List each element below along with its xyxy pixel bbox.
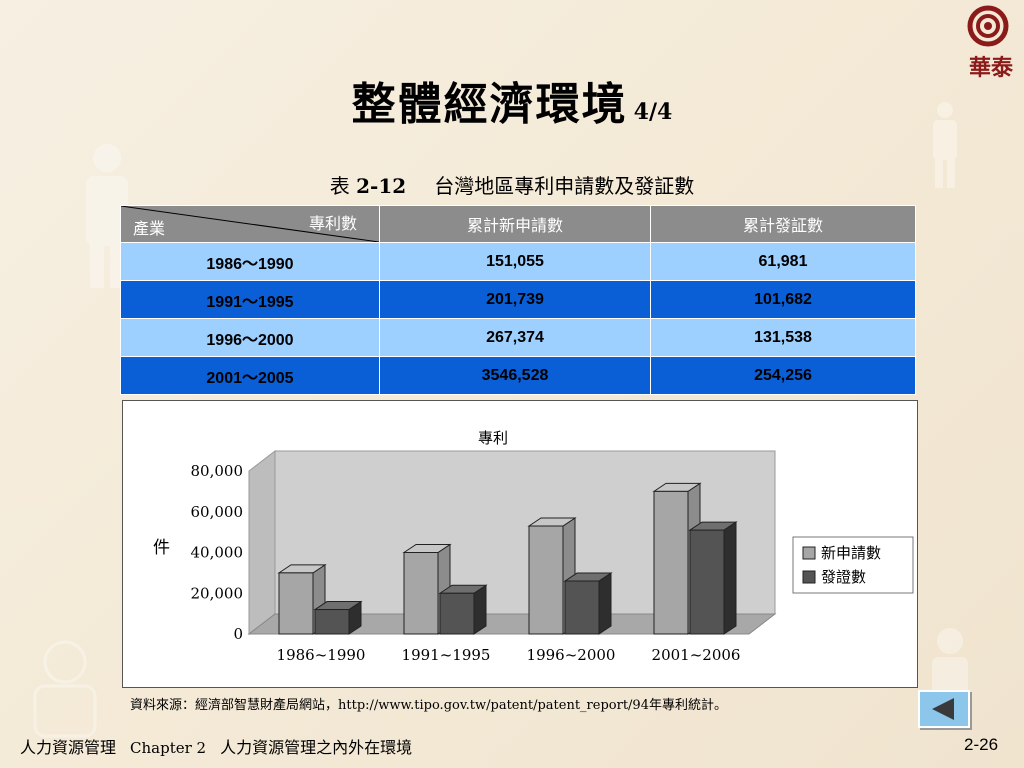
decorative-person-figure-right xyxy=(933,102,957,188)
y-tick-label: 60,000 xyxy=(191,503,244,521)
legend-label: 發證數 xyxy=(821,568,866,586)
legend-label: 新申請數 xyxy=(821,544,881,562)
patent-table: 專利數 產業 累計新申請數 累計發証數 1986～1990 151,055 61… xyxy=(120,205,916,395)
logo-text: 華泰 xyxy=(968,56,1013,81)
chart-side-wall xyxy=(248,449,276,636)
footer-topic: 人力資源管理之內外在環境 xyxy=(220,738,413,757)
row-period: 1991～1995 xyxy=(120,280,380,319)
patent-chart-frame: 0 20,000 40,000 60,000 80,000 1986~1990 1991~1… xyxy=(122,400,918,688)
row-granted: 254,256 xyxy=(650,356,916,395)
row-applications: 201,739 xyxy=(379,280,651,319)
footer: 人力資源管理 Chapter 2 人力資源管理之內外在環境 xyxy=(20,734,412,758)
row-applications: 267,374 xyxy=(379,318,651,357)
table-row: 2001～2005 3546,528 254,256 xyxy=(120,356,916,395)
bar-granted xyxy=(438,584,488,635)
row-applications: 151,055 xyxy=(379,242,651,281)
slide-title-text: 整體經濟環境 xyxy=(351,79,628,130)
table-row: 1986～1990 151,055 61,981 xyxy=(120,242,916,281)
row-period: 2001～2005 xyxy=(120,356,380,395)
legend-swatch xyxy=(802,570,816,584)
triangle-left-icon xyxy=(932,698,954,720)
bar-granted xyxy=(313,600,363,635)
table-caption-prefix: 表 xyxy=(329,174,357,198)
ring-logo-icon xyxy=(967,5,1009,47)
table-caption: 表 2-12 台灣地區專利申請數及發証數 xyxy=(0,170,1024,199)
corner-header-bottom: 產業 xyxy=(133,221,166,238)
chart-legend xyxy=(792,536,914,594)
table-caption-text: 台灣地區專利申請數及發証數 xyxy=(434,174,695,198)
slide-title: 整體經濟環境 4/4 xyxy=(0,68,1024,132)
table-corner-header: 專利數 產業 xyxy=(120,205,380,243)
row-period: 1986～1990 xyxy=(120,242,380,281)
row-granted: 61,981 xyxy=(650,242,916,281)
x-tick-label: 1996~2000 xyxy=(527,646,616,664)
table-row: 1996～2000 267,374 131,538 xyxy=(120,318,916,357)
x-tick-label: 2001~2006 xyxy=(652,646,741,664)
slide-title-page: 4/4 xyxy=(633,99,673,125)
table-header-row: 專利數 產業 累計新申請數 累計發証數 xyxy=(120,205,916,243)
x-tick-label: 1986~1990 xyxy=(277,646,366,664)
y-tick-label: 40,000 xyxy=(191,544,244,562)
row-period: 1996～2000 xyxy=(120,318,380,357)
source-note: 資料來源：經濟部智慧財產局網站，http://www.tipo.gov.tw/p… xyxy=(130,698,727,713)
diagonal-divider xyxy=(121,206,379,242)
footer-chapter: Chapter 2 xyxy=(130,739,207,757)
decorative-person-figure-bottom-left xyxy=(33,640,97,738)
bar-granted xyxy=(563,572,613,635)
table-caption-number: 2-12 xyxy=(356,174,407,198)
legend-swatch xyxy=(802,546,816,560)
y-tick-label: 0 xyxy=(233,625,243,643)
page-number: 2-26 xyxy=(964,735,999,754)
table-row: 1991～1995 201,739 101,682 xyxy=(120,280,916,319)
y-tick-label: 80,000 xyxy=(191,462,244,480)
table-header-applications: 累計新申請數 xyxy=(379,205,651,243)
y-axis-label: 件 xyxy=(153,538,170,558)
row-granted: 131,538 xyxy=(650,318,916,357)
patent-bar-chart: 0 20,000 40,000 60,000 80,000 1986~1990 1991~1… xyxy=(153,429,914,664)
y-tick-label: 20,000 xyxy=(191,584,244,602)
footer-course: 人力資源管理 xyxy=(20,738,117,757)
chart-title: 專利 xyxy=(478,429,508,447)
table-header-granted: 累計發証數 xyxy=(650,205,916,243)
row-applications: 3546,528 xyxy=(379,356,651,395)
decorative-person-figure-left xyxy=(86,144,128,288)
corner-header-top: 專利數 xyxy=(308,216,357,233)
x-tick-label: 1991~1995 xyxy=(402,646,491,664)
back-button[interactable] xyxy=(918,690,970,728)
bar-granted xyxy=(688,521,738,635)
row-granted: 101,682 xyxy=(650,280,916,319)
